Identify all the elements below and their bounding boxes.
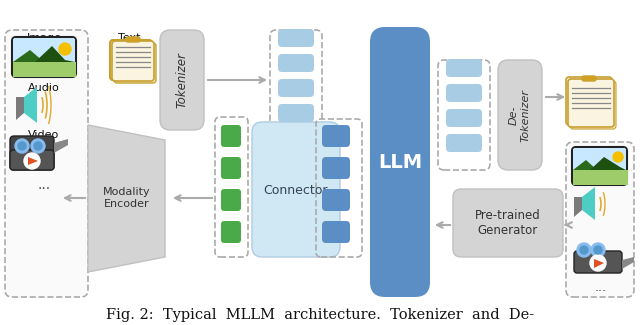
Text: ...: ... — [37, 178, 51, 192]
Circle shape — [18, 142, 26, 150]
Polygon shape — [574, 197, 582, 217]
Text: Text: Text — [118, 33, 141, 43]
FancyBboxPatch shape — [278, 54, 314, 72]
FancyBboxPatch shape — [160, 30, 204, 130]
Text: Audio: Audio — [28, 83, 60, 93]
FancyBboxPatch shape — [568, 79, 614, 127]
FancyBboxPatch shape — [582, 76, 596, 81]
FancyBboxPatch shape — [446, 59, 482, 77]
FancyBboxPatch shape — [322, 157, 350, 179]
Text: De-
Tokenizer: De- Tokenizer — [509, 88, 531, 141]
FancyBboxPatch shape — [573, 148, 626, 170]
Polygon shape — [24, 87, 37, 123]
Polygon shape — [13, 62, 76, 77]
Circle shape — [591, 243, 605, 257]
Polygon shape — [35, 46, 75, 62]
Text: Tokenizer: Tokenizer — [175, 52, 189, 108]
Polygon shape — [582, 187, 595, 220]
FancyBboxPatch shape — [10, 150, 54, 170]
Circle shape — [577, 243, 591, 257]
Text: Video: Video — [28, 130, 60, 140]
Polygon shape — [594, 259, 604, 268]
FancyBboxPatch shape — [570, 81, 616, 129]
Polygon shape — [28, 157, 38, 165]
FancyBboxPatch shape — [446, 84, 482, 102]
Text: Fig. 2:  Typical  MLLM  architecture.  Tokenizer  and  De-: Fig. 2: Typical MLLM architecture. Token… — [106, 308, 534, 322]
FancyBboxPatch shape — [322, 189, 350, 211]
FancyBboxPatch shape — [446, 109, 482, 127]
Text: LLM: LLM — [378, 152, 422, 172]
FancyBboxPatch shape — [446, 134, 482, 152]
Circle shape — [15, 139, 29, 153]
FancyBboxPatch shape — [126, 37, 140, 42]
Text: Image: Image — [26, 33, 61, 43]
FancyBboxPatch shape — [13, 38, 75, 62]
FancyBboxPatch shape — [221, 125, 241, 147]
Circle shape — [613, 152, 623, 162]
FancyBboxPatch shape — [322, 221, 350, 243]
FancyBboxPatch shape — [110, 40, 152, 80]
Circle shape — [594, 246, 602, 254]
FancyBboxPatch shape — [278, 79, 314, 97]
Circle shape — [580, 246, 588, 254]
FancyBboxPatch shape — [112, 41, 154, 81]
Polygon shape — [16, 97, 24, 120]
Circle shape — [34, 142, 42, 150]
Circle shape — [59, 43, 71, 55]
FancyBboxPatch shape — [278, 29, 314, 47]
Polygon shape — [573, 170, 628, 185]
FancyBboxPatch shape — [370, 27, 430, 297]
FancyBboxPatch shape — [572, 147, 627, 185]
FancyBboxPatch shape — [221, 157, 241, 179]
Polygon shape — [54, 139, 68, 153]
FancyBboxPatch shape — [566, 142, 634, 297]
Polygon shape — [573, 160, 597, 170]
FancyBboxPatch shape — [278, 104, 314, 122]
Polygon shape — [88, 125, 165, 272]
FancyBboxPatch shape — [10, 136, 54, 170]
FancyBboxPatch shape — [114, 43, 156, 83]
FancyBboxPatch shape — [252, 122, 340, 257]
Text: ...: ... — [595, 281, 607, 294]
FancyBboxPatch shape — [498, 60, 542, 170]
FancyBboxPatch shape — [221, 189, 241, 211]
FancyBboxPatch shape — [221, 221, 241, 243]
Text: Modality
Encoder: Modality Encoder — [103, 187, 151, 209]
Circle shape — [590, 255, 606, 271]
Polygon shape — [13, 50, 44, 62]
Text: Pre-trained
Generator: Pre-trained Generator — [475, 209, 541, 237]
FancyBboxPatch shape — [5, 30, 88, 297]
FancyBboxPatch shape — [574, 251, 622, 273]
FancyBboxPatch shape — [453, 189, 563, 257]
Text: Connector: Connector — [264, 184, 328, 197]
FancyBboxPatch shape — [12, 37, 76, 77]
Circle shape — [31, 139, 45, 153]
Polygon shape — [590, 157, 626, 170]
FancyBboxPatch shape — [566, 77, 612, 125]
FancyBboxPatch shape — [322, 125, 350, 147]
Circle shape — [24, 153, 40, 169]
Polygon shape — [622, 257, 634, 269]
